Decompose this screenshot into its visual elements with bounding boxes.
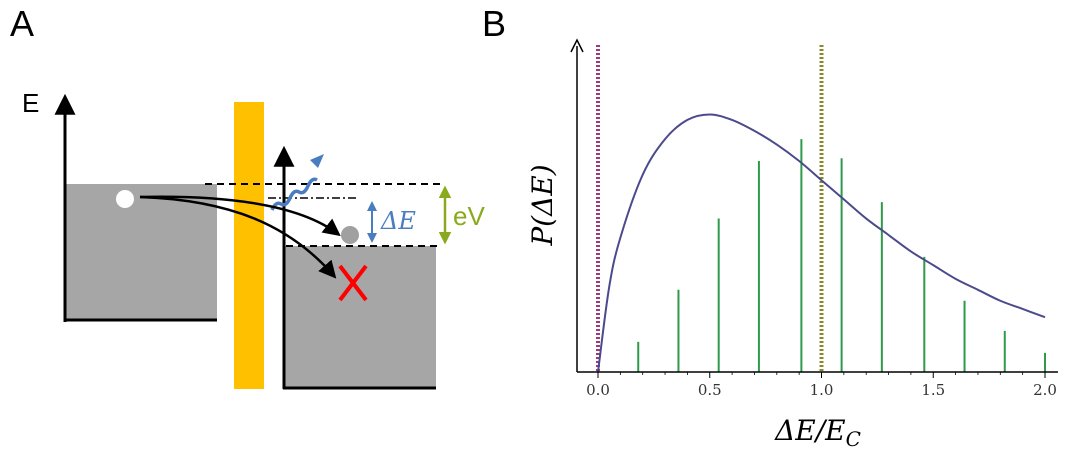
electron-initial <box>116 190 134 208</box>
ev-label: eV <box>453 201 485 231</box>
panel-b: B P(ΔE) ΔE/EC 0.0 0.5 1.0 1.5 2.0 <box>482 3 1058 450</box>
left-electrode-band <box>65 184 217 320</box>
plot-area: 0.0 0.5 1.0 1.5 2.0 <box>570 38 1058 399</box>
panel-b-letter: B <box>482 3 506 44</box>
tunneling-path-forbidden <box>139 195 337 279</box>
x-axis-label: ΔE/EC <box>774 414 861 450</box>
panel-a-letter: A <box>10 3 34 44</box>
x-tick-label-4: 2.0 <box>1033 381 1057 399</box>
energy-axis-label: E <box>22 88 39 118</box>
cross-icon <box>338 264 368 302</box>
panel-a: A E ΔE eV <box>10 3 485 390</box>
y-axis-label: P(ΔE) <box>526 164 559 246</box>
x-tick-label-0: 0.0 <box>586 381 610 399</box>
probability-curve <box>597 113 1046 373</box>
delta-e-label: ΔE <box>380 207 416 235</box>
right-electrode-band <box>284 246 436 388</box>
electron-final <box>341 226 359 244</box>
photon-wave-icon <box>270 177 318 211</box>
x-tick-label-1: 0.5 <box>698 381 722 399</box>
x-tick-label-2: 1.0 <box>810 381 834 399</box>
x-tick-label-3: 1.5 <box>921 381 945 399</box>
photon-arrow-head <box>310 154 324 168</box>
y-axis-arrow <box>570 38 584 53</box>
tunnel-barrier <box>234 102 264 389</box>
tunneling-path-inelastic <box>139 195 341 237</box>
